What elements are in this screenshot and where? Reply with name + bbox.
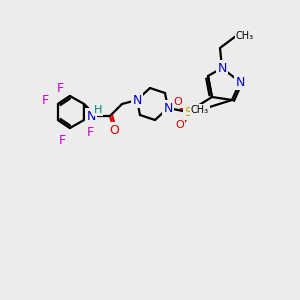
Text: N: N <box>132 94 142 106</box>
Text: S: S <box>184 106 192 118</box>
Text: O: O <box>176 120 184 130</box>
Text: CH₃: CH₃ <box>191 105 209 115</box>
Text: N: N <box>217 61 227 74</box>
Text: N: N <box>87 110 96 122</box>
Text: O: O <box>174 97 182 107</box>
Text: CH₃: CH₃ <box>236 31 254 41</box>
Text: H: H <box>94 105 102 115</box>
Text: F: F <box>58 134 66 146</box>
Text: O: O <box>109 124 119 136</box>
Text: N: N <box>235 76 245 88</box>
Text: F: F <box>41 94 49 106</box>
Text: F: F <box>86 125 94 139</box>
Text: F: F <box>56 82 64 94</box>
Text: N: N <box>163 101 173 115</box>
